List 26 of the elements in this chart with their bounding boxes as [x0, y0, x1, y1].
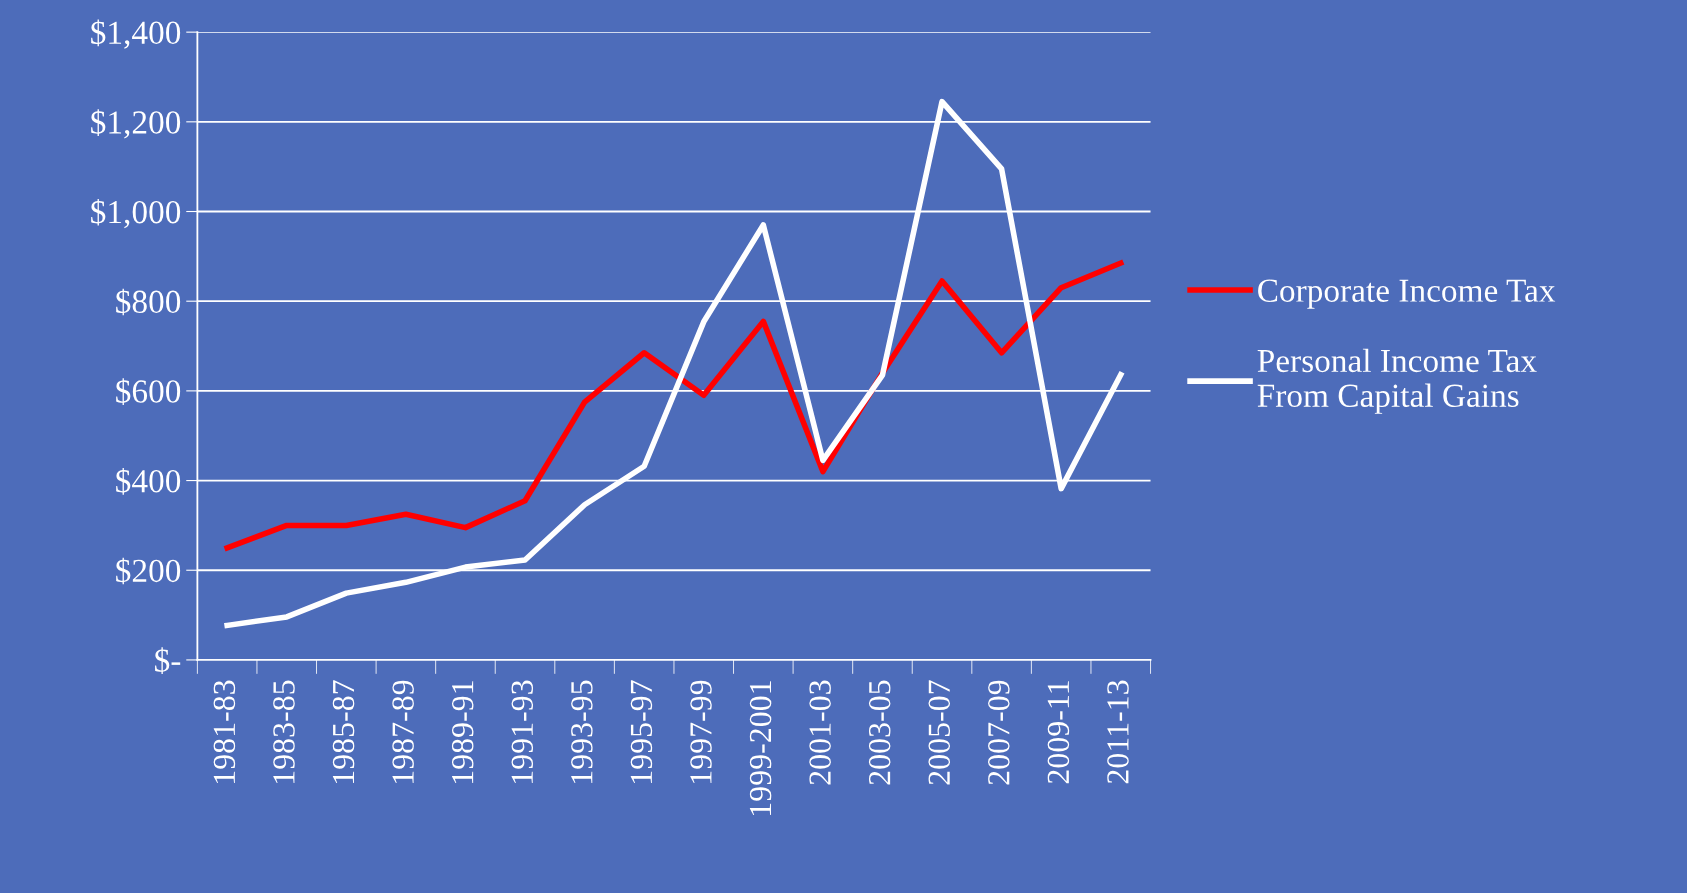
x-tick-label: 1991-93 — [511, 680, 534, 784]
x-tick-label: 2005-07 — [928, 680, 951, 785]
x-tick-label: 1999-2001 — [749, 681, 772, 815]
x-tick-label: 2007-09 — [988, 680, 1010, 785]
y-tick-label: $200 — [116, 557, 181, 585]
x-tick-label: 1983-85 — [273, 680, 295, 784]
y-tick-label: $1,000 — [91, 198, 181, 229]
y-tick-label: $1,400 — [91, 19, 181, 49]
x-tick-label: 1989-91 — [451, 681, 474, 784]
x-tick-label: 1987-89 — [392, 680, 414, 784]
x-tick-label: 2011-13 — [1107, 680, 1129, 784]
y-tick-label: $800 — [116, 288, 181, 316]
y-tick-label: $1,200 — [91, 109, 181, 139]
x-tick-label: 2003-05 — [868, 680, 891, 785]
y-tick-label: $600 — [116, 378, 181, 405]
x-tick-label: 1997-99 — [690, 680, 712, 784]
x-tick-label: 2001-03 — [809, 680, 831, 785]
y-tick-label: $- — [155, 647, 181, 675]
x-tick-label: 2009-11 — [1047, 681, 1070, 784]
legend-label: Corporate Income Tax — [1258, 279, 1556, 309]
x-tick-label: 1985-87 — [332, 680, 355, 784]
y-tick-label: $400 — [116, 467, 181, 495]
x-tick-label: 1993-95 — [571, 680, 593, 784]
x-tick-label: 1995-97 — [630, 680, 653, 784]
legend-label: Personal Income Tax From Capital Gains — [1257, 348, 1537, 414]
x-tick-label: 1981-83 — [213, 680, 236, 784]
